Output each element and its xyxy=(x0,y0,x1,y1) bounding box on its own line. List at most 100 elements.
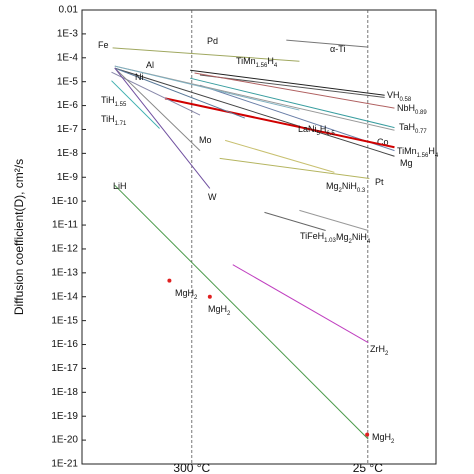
plot-frame xyxy=(81,9,437,465)
y-tick-label: 1E-15 xyxy=(51,315,78,326)
label-subscript: 2 xyxy=(391,439,395,445)
label-subscript: 0.58 xyxy=(400,97,412,103)
data-point xyxy=(365,432,370,437)
y-tick-label: 1E-20 xyxy=(51,435,78,446)
label-text: NiH xyxy=(352,232,367,242)
series-label: Fe xyxy=(98,40,109,50)
label-text: H xyxy=(428,146,435,156)
label-text: TiH xyxy=(101,114,115,124)
series-label: TiMn1.56H4 xyxy=(397,146,439,158)
label-text: MgH xyxy=(372,432,391,442)
label-text: LaNi xyxy=(298,124,317,134)
label-text: W xyxy=(208,192,217,202)
series-label: Mg xyxy=(400,158,413,168)
label-text: H xyxy=(267,56,274,66)
series-line xyxy=(224,139,335,173)
series-line xyxy=(114,67,395,157)
label-subscript: 4 xyxy=(274,63,278,69)
label-text: Mg xyxy=(400,158,413,168)
temperature-label: 300 °C xyxy=(173,461,210,474)
label-text: TiH xyxy=(101,95,115,105)
series-label: Co xyxy=(377,137,389,147)
label-subscript: 4 xyxy=(435,153,439,159)
series-label: TiH1.55 xyxy=(101,95,127,107)
series-line xyxy=(299,209,369,232)
label-subscript: 2 xyxy=(339,188,343,194)
label-text: Mg xyxy=(326,181,339,191)
label-subscript: 4 xyxy=(367,239,371,245)
label-subscript: 2 xyxy=(349,239,353,245)
label-text: H xyxy=(320,124,327,134)
y-tick-label: 1E-19 xyxy=(51,411,78,422)
label-subscript: 0.3 xyxy=(357,188,366,194)
series-label: MgH2 xyxy=(208,304,231,316)
y-tick-label: 1E-3 xyxy=(57,29,79,40)
y-tick-label: 0.01 xyxy=(59,5,79,16)
label-text: Al xyxy=(146,60,154,70)
y-tick-label: 1E-11 xyxy=(52,220,78,231)
label-subscript: 6.5 xyxy=(326,131,335,137)
label-text: LiH xyxy=(113,181,127,191)
y-tick-label: 1E-17 xyxy=(51,363,78,374)
series-line xyxy=(264,211,326,232)
series-label: TiFeH1.03 xyxy=(300,231,337,243)
label-text: NbH xyxy=(397,103,415,113)
label-subscript: 1.03 xyxy=(324,238,336,244)
label-subscript: 1.56 xyxy=(417,153,429,159)
label-text: Fe xyxy=(98,40,109,50)
label-subscript: 1.56 xyxy=(256,63,268,69)
series-label: MgH2 xyxy=(372,432,395,444)
y-axis-label: Diffusion coefficient(D), cm²/s xyxy=(12,159,26,315)
label-text: Pd xyxy=(207,36,218,46)
series-line xyxy=(190,69,385,96)
series-label: ZrH2 xyxy=(370,344,389,356)
label-subscript: 2 xyxy=(227,311,231,317)
y-tick-label: 1E-13 xyxy=(51,267,78,278)
series-label: Pt xyxy=(375,177,384,187)
series-label: TiMn1.56H4 xyxy=(236,56,278,68)
series-label: Mg2NiH0.3 xyxy=(326,181,366,193)
series-line xyxy=(114,65,300,111)
series-line xyxy=(164,97,395,149)
series-line xyxy=(114,67,245,119)
label-subscript: 1.55 xyxy=(115,102,127,108)
series-label: Ni xyxy=(135,72,144,82)
y-tick-label: 1E-10 xyxy=(51,196,78,207)
series-label: MgH2 xyxy=(175,288,198,300)
label-text: TiMn xyxy=(236,56,256,66)
y-tick-label: 1E-18 xyxy=(51,387,78,398)
label-text: α-Ti xyxy=(330,44,345,54)
y-tick-label: 1E-6 xyxy=(57,100,79,111)
series-label: Al xyxy=(146,60,154,70)
label-subscript: 0.89 xyxy=(415,110,427,116)
series-line xyxy=(111,80,160,129)
series-line xyxy=(114,184,369,440)
label-text: TiMn xyxy=(397,146,417,156)
label-text: TaH xyxy=(399,122,415,132)
y-tick-label: 1E-21 xyxy=(51,459,78,470)
series-label: Mg2NiH4 xyxy=(336,232,371,244)
label-text: MgH xyxy=(175,288,194,298)
y-tick-label: 1E-14 xyxy=(51,291,78,302)
y-tick-label: 1E-8 xyxy=(57,148,79,159)
y-tick-label: 1E-5 xyxy=(57,76,79,87)
label-subscript: 2 xyxy=(194,295,198,301)
series-line xyxy=(194,72,395,109)
series-label: NbH0.89 xyxy=(397,103,427,115)
label-text: MgH xyxy=(208,304,227,314)
data-point xyxy=(167,278,172,283)
label-subscript: 0.77 xyxy=(415,129,427,135)
label-text: Mo xyxy=(199,135,212,145)
label-text: Pt xyxy=(375,177,384,187)
series-label: TaH0.77 xyxy=(399,122,427,134)
temperature-label: 25 °C xyxy=(353,461,383,474)
series-label: VH0.58 xyxy=(387,90,412,102)
label-text: ZrH xyxy=(370,344,385,354)
label-text: Ni xyxy=(135,72,144,82)
series-label: W xyxy=(208,192,217,202)
series-label: TiH1.71 xyxy=(101,114,127,126)
series-line xyxy=(219,157,370,179)
series-line xyxy=(286,39,369,48)
data-point xyxy=(207,294,212,299)
